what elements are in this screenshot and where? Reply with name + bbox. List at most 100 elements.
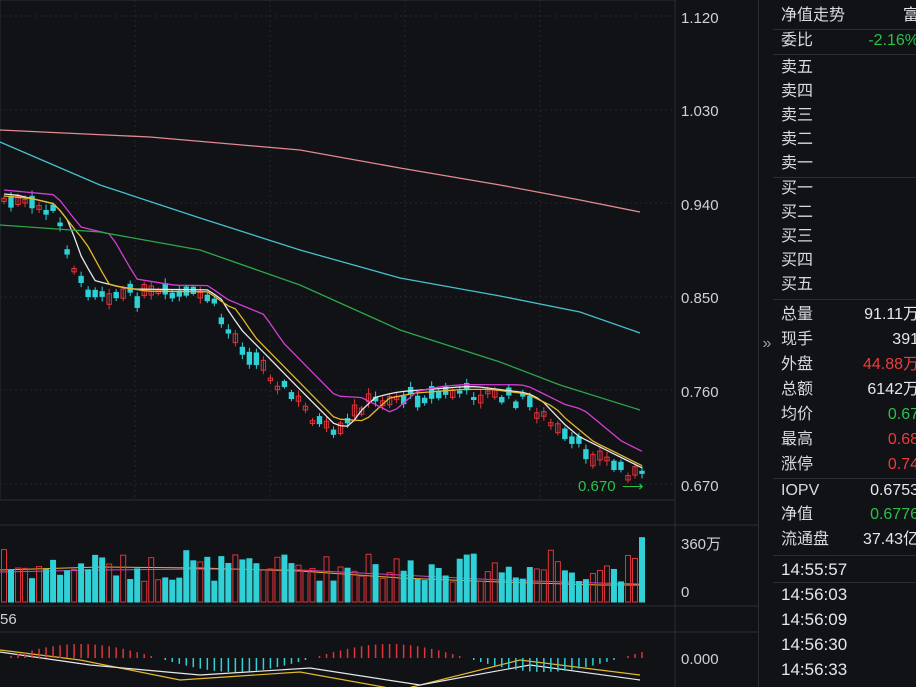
tab-net-value-trend[interactable]: 净值走势 富 (759, 4, 916, 28)
volume-bar (512, 577, 519, 603)
candle-body (8, 195, 14, 208)
volume-bar (15, 567, 22, 603)
volume-bar (288, 563, 295, 603)
stat-value: 391 (892, 331, 916, 348)
volume-bar (197, 561, 204, 603)
candle-body (106, 293, 112, 305)
float-share-label: 流通盘 (781, 531, 830, 548)
candle-body (225, 329, 232, 334)
volume-bar (484, 571, 491, 603)
volume-bar (561, 570, 568, 603)
price-tick-label: 1.120 (681, 10, 719, 27)
volume-bar (533, 568, 540, 603)
candle-body (330, 429, 337, 435)
stat-value: 0.68 (887, 431, 916, 448)
candle-body (274, 385, 281, 391)
candlesticks[interactable] (1, 190, 645, 483)
kline-chart-area[interactable]: 1.120 1.030 0.940 0.850 0.760 0.670 0.67… (0, 0, 758, 687)
volume-bar (323, 556, 330, 603)
volume-bar (183, 550, 190, 603)
commission-ratio-row: 委比 -2.16% (759, 29, 916, 53)
candle-body (618, 461, 624, 470)
volume-bar (554, 561, 561, 603)
ask-row: 卖三 (759, 104, 916, 128)
tick-time: 14:56:33 (781, 660, 848, 679)
macd-dea-line (0, 649, 641, 687)
volume-bar (78, 563, 85, 603)
ask-row: 卖二 (759, 128, 916, 152)
candle-body (583, 449, 589, 460)
volume-bar (267, 568, 274, 603)
candle-body (197, 292, 204, 299)
volume-bar (127, 578, 134, 603)
candle-body (57, 222, 63, 227)
tab-label: 净值走势 (781, 7, 846, 24)
volume-bar (190, 560, 197, 603)
volume-bar (253, 563, 260, 603)
volume-bar (260, 569, 267, 603)
tick-time: 14:55:57 (781, 560, 848, 579)
net-value-value: 0.6776 (870, 506, 916, 523)
kline-chart-svg[interactable]: 1.120 1.030 0.940 0.850 0.760 0.670 0.67… (0, 0, 758, 687)
candle-body (309, 420, 316, 424)
macd-histogram (10, 644, 643, 672)
volume-bar (365, 553, 372, 603)
candle-body (232, 333, 239, 344)
stat-value: 0.74 (887, 456, 916, 473)
candle-body (281, 380, 288, 388)
ask-row: 卖一 (759, 152, 916, 176)
volume-bar (442, 575, 449, 603)
divider (773, 177, 916, 178)
stat-row: 总额 6142万 (759, 378, 916, 402)
iopv-value: 0.6753 (870, 482, 916, 499)
stat-label: 外盘 (781, 356, 814, 373)
stat-label: 涨停 (781, 456, 814, 473)
chevron-right-double-icon[interactable]: » (762, 335, 772, 352)
ask-label: 卖一 (781, 155, 814, 172)
candle-body (1, 197, 7, 202)
net-value-label: 净值 (781, 506, 814, 523)
candle-body (457, 390, 463, 394)
last-price-arrow-icon: ⟶ (622, 478, 644, 495)
candle-body (169, 292, 175, 299)
volume-tick-label: 360万 (681, 536, 721, 553)
candle-body (597, 450, 603, 461)
volume-bar (358, 575, 365, 603)
candle-body (337, 422, 344, 434)
candle-body (36, 205, 42, 210)
volume-bar (50, 559, 57, 603)
stat-label: 现手 (781, 331, 814, 348)
candle-body (632, 466, 638, 476)
candle-body (604, 456, 610, 462)
bid-label: 买三 (781, 228, 814, 245)
volume-bar (337, 566, 344, 603)
ma20-line (3, 189, 643, 452)
volume-bar (330, 580, 337, 603)
tick-time: 14:56:03 (781, 585, 848, 604)
ma250-line (0, 129, 641, 213)
volume-bar (449, 581, 456, 603)
candle-body (113, 291, 119, 299)
volume-bar (57, 574, 64, 603)
stat-label: 总额 (781, 381, 814, 398)
candle-body (569, 436, 575, 444)
volume-bar (316, 580, 323, 603)
candle-body (204, 294, 211, 302)
iopv-row: IOPV 0.6753 (759, 479, 916, 503)
candle-body (379, 400, 386, 407)
candle-body (478, 394, 484, 404)
volume-bar (204, 556, 211, 603)
stat-label: 均价 (781, 406, 814, 423)
stat-row: 现手 391 (759, 328, 916, 352)
float-share-value: 37.43亿 (862, 531, 916, 548)
volume-bar (617, 581, 624, 603)
quote-side-panel: 净值走势 富 委比 -2.16% 卖五 卖四 卖三 卖二 卖一 买一 买二 买三… (758, 0, 916, 687)
volume-bar (148, 557, 155, 603)
ask-label: 卖四 (781, 83, 814, 100)
volume-bar (246, 558, 253, 603)
candle-body (64, 249, 70, 255)
ma120-line (0, 141, 641, 334)
bid-row: 买一 (759, 177, 916, 201)
stat-value: 91.11万 (864, 306, 916, 323)
volume-bar (36, 566, 43, 603)
